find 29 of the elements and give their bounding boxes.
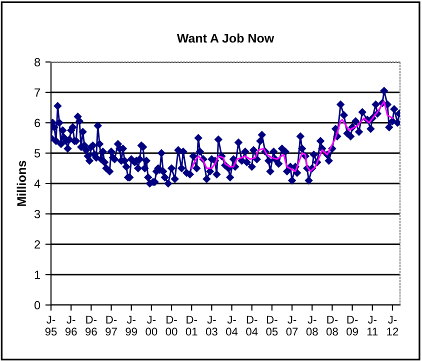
x-tick-label: D- 00 — [166, 316, 178, 336]
y-tick-label: 3 — [34, 210, 40, 218]
x-tick-label: J- 00 — [146, 316, 158, 336]
x-tick-label: D- 96 — [86, 316, 97, 336]
y-tick-label: 0 — [34, 301, 40, 310]
x-tick-label: J- 12 — [387, 316, 398, 336]
y-tick-label: 2 — [34, 240, 40, 249]
y-tick-label: 6 — [34, 118, 40, 128]
x-tick-label: D- 08 — [326, 316, 338, 336]
y-tick-label: 4 — [34, 180, 40, 188]
x-tick-label: J- 11 — [367, 316, 378, 336]
x-tick-label: D- 09 — [346, 316, 358, 336]
x-tick-label: J- 07 — [286, 316, 298, 336]
y-tick-label: 8 — [34, 58, 40, 66]
x-tick-label: J- 08 — [306, 316, 318, 336]
x-tick-label: J- 95 — [45, 316, 57, 336]
x-tick-label: D- 97 — [106, 316, 117, 336]
chart-title: Want A Job Now — [176, 33, 274, 43]
x-tick-label: D- 01 — [186, 316, 198, 336]
x-tick-label: J- 96 — [65, 316, 77, 336]
x-tick-label: J- 04 — [226, 316, 238, 336]
y-axis-title: Millions — [16, 160, 26, 206]
x-tick-label: J- 99 — [126, 316, 137, 336]
x-tick-label: J- 03 — [206, 316, 218, 336]
y-tick-label: 1 — [34, 270, 40, 279]
y-tick-label: 7 — [34, 88, 40, 97]
y-tick-label: 5 — [34, 149, 40, 158]
x-tick-label: D- 04 — [246, 316, 258, 336]
x-tick-label: D- 05 — [266, 316, 278, 336]
